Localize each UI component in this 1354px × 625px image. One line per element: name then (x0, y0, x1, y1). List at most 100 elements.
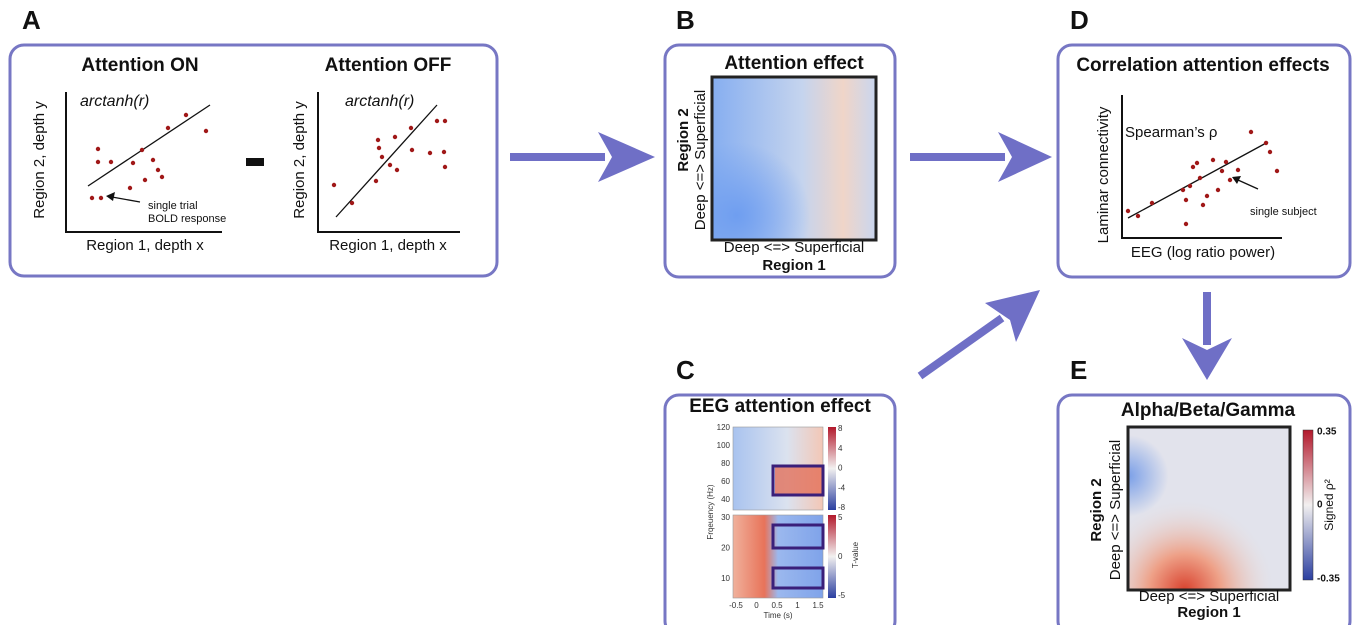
dot (1274, 168, 1280, 174)
dot (108, 159, 114, 165)
dot (127, 185, 133, 191)
dot (392, 134, 398, 140)
x-tick-label: -0.5 (729, 601, 743, 610)
colorbar-label: T-value (851, 541, 860, 568)
colorbar-tick: 4 (838, 444, 843, 453)
fit-line (1127, 141, 1269, 219)
colorbar (1302, 429, 1314, 581)
dot (373, 178, 379, 184)
roi-box (771, 523, 825, 550)
x-label: Region 1, depth x (329, 237, 447, 254)
roi-box (771, 566, 825, 590)
panel-title: Alpha/Beta/Gamma (1121, 400, 1296, 421)
x-label: EEG (log ratio power) (1131, 244, 1275, 261)
colorbar-tick: -8 (838, 503, 846, 512)
arrow-head (985, 290, 1040, 342)
panel-letter: A (22, 5, 41, 35)
axes (1121, 95, 1282, 239)
dot (1223, 159, 1229, 165)
dot (95, 159, 101, 165)
colorbar-tick: 0 (838, 464, 843, 473)
dot (155, 167, 161, 173)
heatmap-frame (1126, 425, 1292, 592)
dot (408, 125, 414, 131)
dot (1183, 221, 1189, 227)
dot (394, 167, 400, 173)
axes (317, 92, 460, 233)
panel-letter: E (1070, 355, 1087, 385)
x-label: Region 1 (1177, 604, 1240, 621)
dot (1227, 177, 1233, 183)
dot (150, 157, 156, 163)
y-tick-label: 20 (721, 544, 730, 553)
fit-line (87, 104, 211, 187)
x-label: Region 1 (762, 257, 825, 274)
dot (1219, 168, 1225, 174)
colorbar (828, 515, 836, 598)
colorbar-tick: 0.35 (1317, 427, 1337, 438)
arrow-head (1182, 338, 1232, 380)
axes (65, 92, 222, 233)
y-tick-label: 10 (721, 574, 730, 583)
dot (130, 160, 136, 166)
x-sublabel: Deep <=> Superficial (1139, 588, 1280, 605)
y-tick-label: 80 (721, 459, 730, 468)
colorbar-tick: 0 (1317, 500, 1323, 511)
pointer (1237, 179, 1259, 190)
panel-box (1056, 393, 1352, 625)
x-tick-label: 0 (754, 601, 759, 610)
x-label: Time (s) (763, 611, 792, 620)
panel-title: Attention effect (724, 53, 864, 74)
dot (203, 128, 209, 134)
dot (1125, 208, 1131, 214)
x-tick-label: 0.5 (771, 601, 783, 610)
roi-box (771, 464, 825, 497)
y-label: Region 2, depth y (31, 101, 48, 219)
heatmap-frame (710, 75, 878, 242)
y-sublabel: Deep <=> Superficial (692, 90, 709, 231)
pointer-head (106, 192, 115, 201)
formula: arctanh(r) (80, 93, 149, 110)
dot (1267, 149, 1273, 155)
y-tick-label: 100 (717, 441, 731, 450)
minus-sign (246, 158, 264, 166)
y-label: Frqeuency (Hz) (706, 484, 715, 539)
dot (1200, 202, 1206, 208)
colorbar-tick: 0 (838, 552, 843, 561)
fit-line (335, 104, 438, 218)
panel-title: Attention OFF (325, 55, 452, 76)
dot (1204, 193, 1210, 199)
dot (379, 154, 385, 160)
arrow-head (998, 132, 1052, 182)
colorbar-tick: 8 (838, 424, 843, 433)
dot (1187, 183, 1193, 189)
dot (1235, 167, 1241, 173)
formula: arctanh(r) (345, 93, 414, 110)
dot (1180, 187, 1186, 193)
dot (349, 200, 355, 206)
colorbar-tick: 5 (838, 513, 843, 522)
dot (1135, 213, 1141, 219)
dot (89, 195, 95, 201)
dot (409, 147, 415, 153)
dot (1194, 160, 1200, 166)
dot (183, 112, 189, 118)
panel-letter: D (1070, 5, 1089, 35)
dot (159, 174, 165, 180)
panel-box (8, 43, 499, 278)
dot (1190, 164, 1196, 170)
dot (1197, 175, 1203, 181)
annotation: single subject (1250, 206, 1317, 218)
dot (1183, 197, 1189, 203)
dot (434, 118, 440, 124)
y-tick-label: 30 (721, 513, 730, 522)
dot (427, 150, 433, 156)
y-tick-label: 60 (721, 477, 730, 486)
dot (1263, 140, 1269, 146)
colorbar-tick: -5 (838, 591, 846, 600)
dot (442, 118, 448, 124)
heatmap (732, 514, 824, 599)
y-label: Region 2 (675, 108, 692, 171)
